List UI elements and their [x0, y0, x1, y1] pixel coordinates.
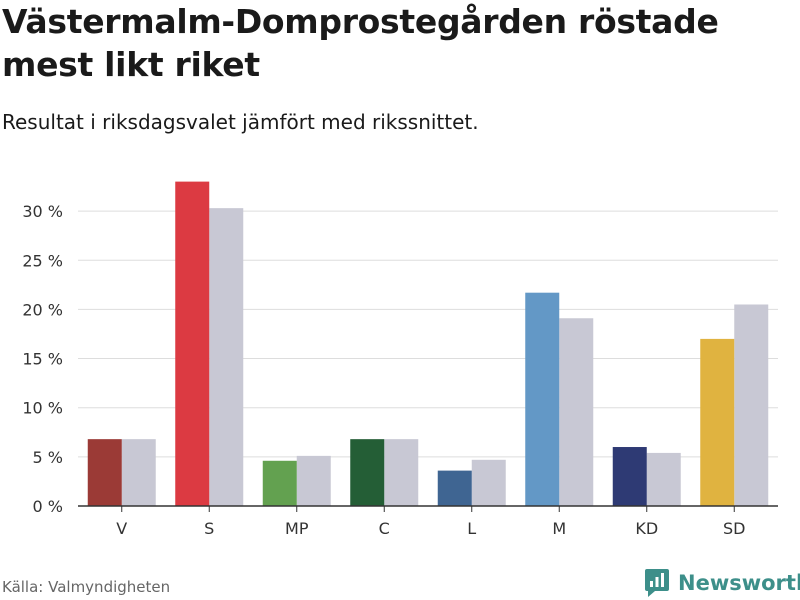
- source-note: Källa: Valmyndigheten: [2, 578, 171, 596]
- x-tick-label-m: M: [552, 519, 566, 538]
- chart-title: Västermalm-Domprostegården röstade mest …: [2, 2, 719, 84]
- bar-national-mp[interactable]: [296, 455, 331, 506]
- bar-local-m[interactable]: [525, 292, 560, 506]
- x-tick-label-s: S: [204, 519, 214, 538]
- brand-name: Newsworthy: [678, 571, 800, 595]
- bar-national-c[interactable]: [384, 439, 419, 506]
- y-tick-label: 25 %: [22, 251, 63, 270]
- bar-chart: 0 % 5 % 10 % 15 % 20 % 25 % 30 % V S MP C L M KD SD: [22, 181, 778, 538]
- bar-national-m[interactable]: [559, 318, 594, 506]
- bar-local-mp[interactable]: [262, 460, 297, 506]
- bar-local-s[interactable]: [175, 181, 210, 507]
- y-tick-label: 5 %: [33, 448, 63, 467]
- chart-subtitle: Resultat i riksdagsvalet jämfört med rik…: [2, 110, 479, 134]
- x-tick-label-mp: MP: [285, 519, 309, 538]
- newsworthy-logo-icon: [645, 569, 669, 597]
- bar-national-sd[interactable]: [734, 304, 769, 506]
- bars: [87, 181, 769, 507]
- x-axis-labels: V S MP C L M KD SD: [116, 506, 745, 538]
- bar-local-sd[interactable]: [700, 338, 735, 506]
- brand-logo[interactable]: Newsworthy: [644, 568, 800, 598]
- y-tick-label: 30 %: [22, 202, 63, 221]
- y-tick-label: 20 %: [22, 300, 63, 319]
- bar-national-l[interactable]: [471, 459, 506, 506]
- y-tick-label: 0 %: [33, 497, 63, 516]
- y-tick-label: 15 %: [22, 350, 63, 369]
- bar-local-v[interactable]: [87, 439, 122, 506]
- bar-national-v[interactable]: [121, 439, 156, 506]
- x-tick-label-kd: KD: [635, 519, 658, 538]
- x-tick-label-l: L: [467, 519, 476, 538]
- bar-national-s[interactable]: [209, 208, 244, 506]
- y-axis-ticks: 0 % 5 % 10 % 15 % 20 % 25 % 30 %: [22, 202, 63, 516]
- x-tick-label-sd: SD: [723, 519, 745, 538]
- bar-national-kd[interactable]: [646, 452, 681, 506]
- bar-local-c[interactable]: [350, 439, 385, 506]
- y-tick-label: 10 %: [22, 399, 63, 418]
- x-tick-label-v: V: [116, 519, 127, 538]
- bar-local-kd[interactable]: [612, 447, 647, 506]
- x-tick-label-c: C: [379, 519, 390, 538]
- bar-local-l[interactable]: [437, 470, 472, 506]
